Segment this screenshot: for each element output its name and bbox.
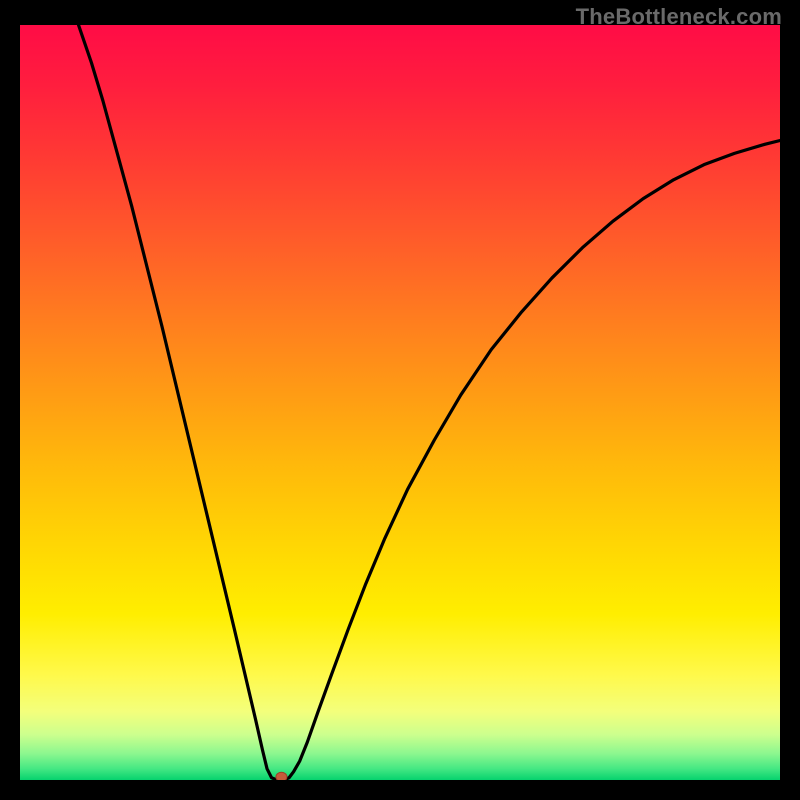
bottleneck-curve <box>79 25 780 780</box>
plot-area <box>20 25 780 780</box>
bottleneck-curve-svg <box>20 25 780 780</box>
chart-container: TheBottleneck.com <box>0 0 800 800</box>
minimum-marker-icon <box>276 772 287 780</box>
